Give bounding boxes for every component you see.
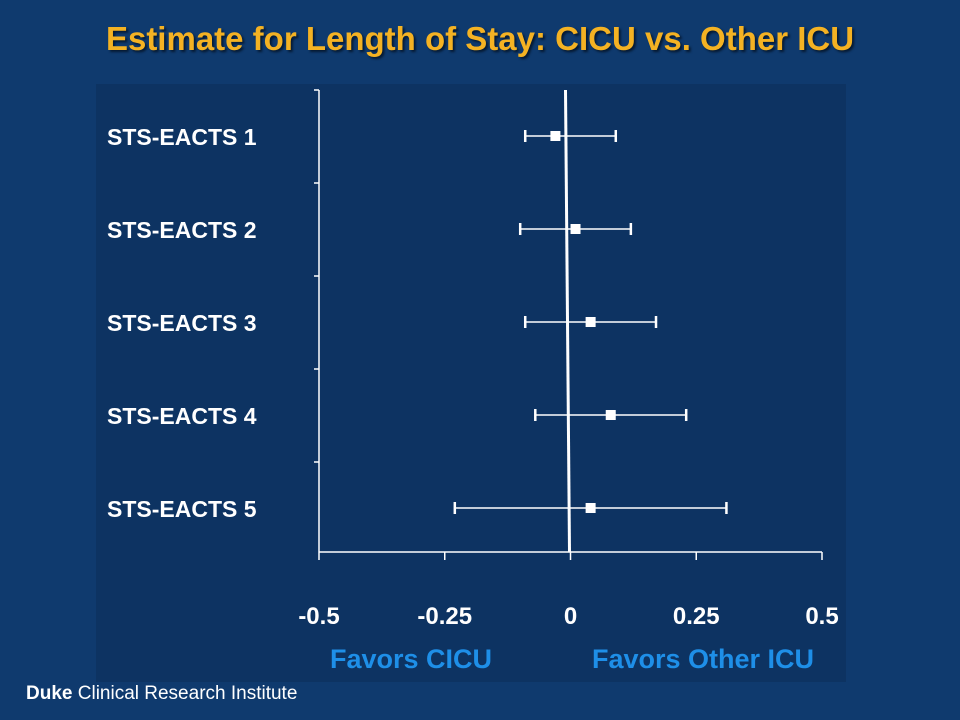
favors-cicu-label: Favors CICU bbox=[330, 644, 493, 674]
favors-other-icu-label: Favors Other ICU bbox=[592, 644, 815, 674]
reference-line-zero bbox=[564, 89, 571, 553]
x-tick-label: -0.5 bbox=[298, 603, 339, 630]
footer-brand-duke: Duke bbox=[26, 683, 73, 704]
x-tick-label: 0 bbox=[564, 603, 577, 630]
row-label: STS-EACTS 3 bbox=[107, 310, 257, 336]
footer-brand: Duke Clinical Research Institute bbox=[26, 683, 297, 705]
page-title: Estimate for Length of Stay: CICU vs. Ot… bbox=[105, 20, 855, 57]
x-tick-label: 0.5 bbox=[805, 603, 838, 630]
point-estimate bbox=[585, 317, 596, 327]
point-estimate bbox=[550, 131, 561, 141]
footer-brand-rest: Clinical Research Institute bbox=[77, 683, 298, 704]
point-estimate bbox=[585, 503, 596, 513]
row-label: STS-EACTS 5 bbox=[107, 496, 257, 522]
x-tick-label: -0.25 bbox=[417, 603, 472, 630]
point-estimate bbox=[605, 410, 616, 420]
point-estimate bbox=[570, 224, 581, 234]
row-label: STS-EACTS 4 bbox=[107, 403, 257, 429]
row-label: STS-EACTS 2 bbox=[107, 217, 257, 243]
row-label: STS-EACTS 1 bbox=[107, 124, 257, 150]
x-tick-label: 0.25 bbox=[673, 603, 720, 630]
plot-panel bbox=[96, 84, 846, 682]
